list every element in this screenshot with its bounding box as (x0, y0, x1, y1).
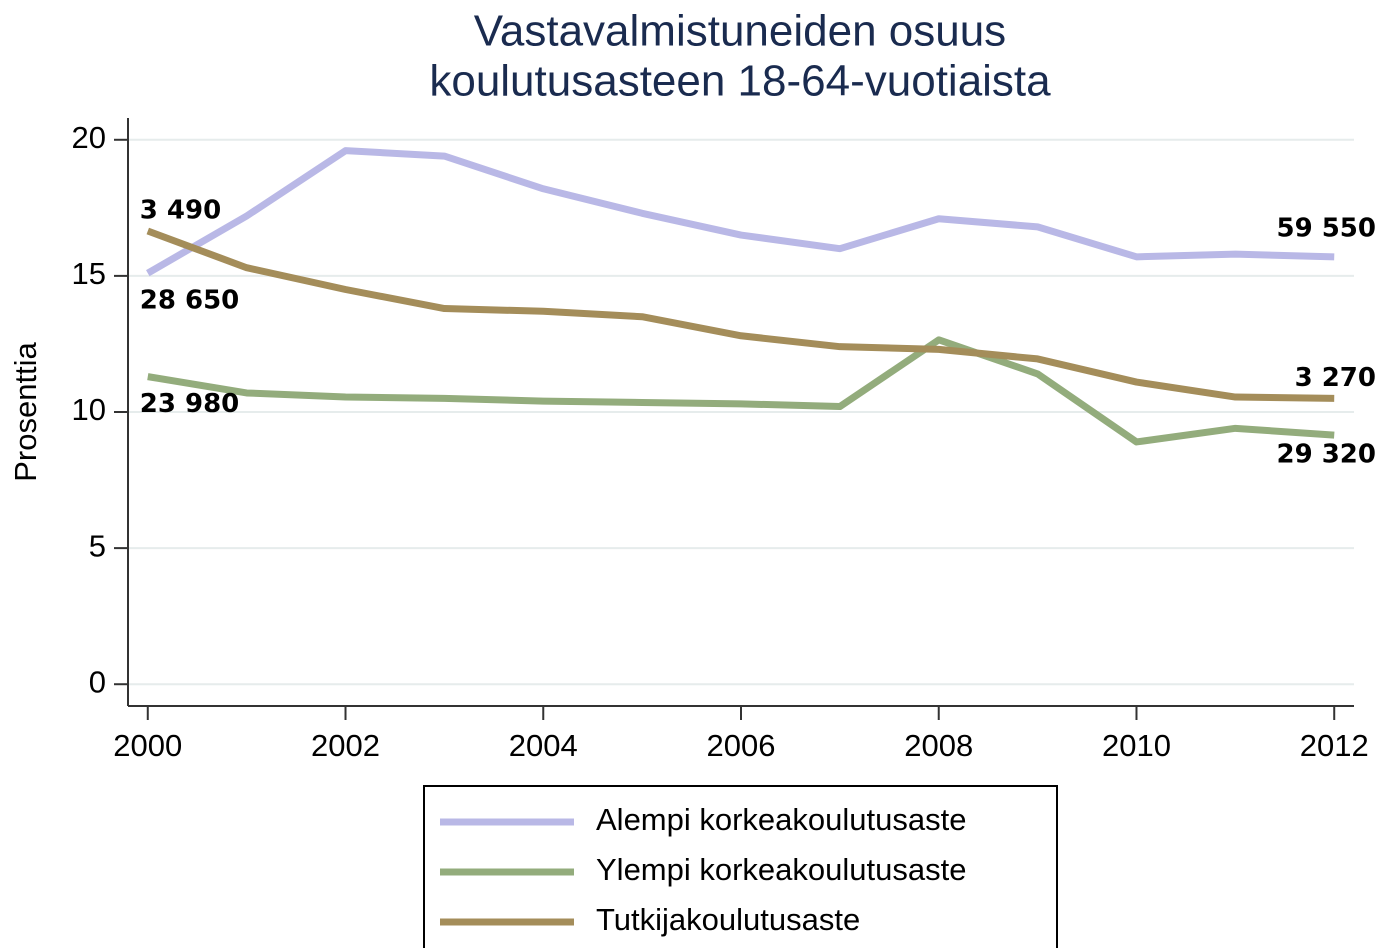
y-tick-label: 0 (89, 664, 106, 699)
x-tick-label: 2012 (1300, 728, 1369, 763)
y-tick-label: 5 (89, 528, 106, 563)
x-tick-label: 2000 (113, 728, 182, 763)
line-series (146, 147, 1335, 277)
x-tick-label: 2010 (1102, 728, 1171, 763)
legend-label: Alempi korkeakoulutusaste (596, 802, 966, 837)
x-tick-label: 2002 (311, 728, 380, 763)
legend-label: Ylempi korkeakoulutusaste (596, 852, 966, 887)
chart-title: Vastavalmistuneiden osuus (474, 7, 1006, 56)
x-tick-label: 2006 (707, 728, 776, 763)
y-tick-label: 20 (72, 120, 106, 155)
x-tick-label: 2008 (904, 728, 973, 763)
annotation: 59 550 (1276, 213, 1376, 243)
annotation: 3 270 (1295, 363, 1376, 393)
annotation: 28 650 (140, 286, 240, 316)
line-series (146, 227, 1335, 402)
annotation: 23 980 (140, 389, 240, 419)
x-tick-label: 2004 (509, 728, 578, 763)
annotation: 3 490 (140, 195, 221, 225)
annotation: 29 320 (1276, 440, 1376, 470)
y-tick-label: 10 (72, 392, 106, 427)
legend-label: Tutkijakoulutusaste (596, 902, 860, 937)
y-tick-label: 15 (72, 256, 106, 291)
chart-title: koulutusasteen 18-64-vuotiaista (429, 57, 1051, 106)
y-axis-label: Prosenttia (8, 341, 43, 481)
line-series (147, 336, 1335, 446)
